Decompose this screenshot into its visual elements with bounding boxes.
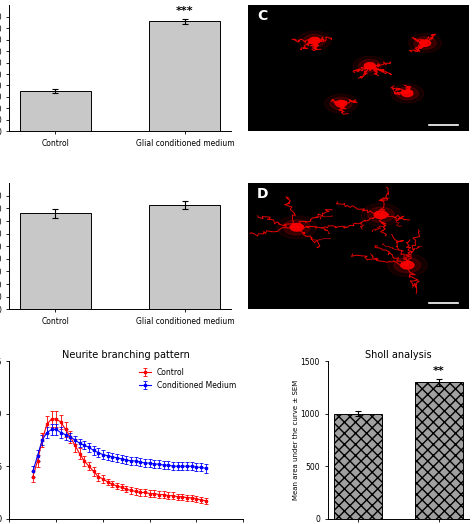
Polygon shape xyxy=(414,37,436,49)
Polygon shape xyxy=(391,84,424,103)
Polygon shape xyxy=(283,220,310,235)
Polygon shape xyxy=(309,37,320,43)
Title: Neurite branching pattern: Neurite branching pattern xyxy=(63,351,190,361)
Polygon shape xyxy=(298,31,331,50)
Polygon shape xyxy=(336,101,346,107)
Polygon shape xyxy=(394,258,420,272)
Polygon shape xyxy=(409,34,442,52)
Text: ***: *** xyxy=(176,6,194,16)
Text: D: D xyxy=(257,187,269,201)
Polygon shape xyxy=(365,62,375,69)
Polygon shape xyxy=(368,207,394,222)
Bar xyxy=(334,414,383,519)
Text: **: ** xyxy=(433,366,445,376)
Polygon shape xyxy=(303,34,326,47)
Polygon shape xyxy=(290,224,303,231)
Legend: Control, Conditioned Medium: Control, Conditioned Medium xyxy=(137,365,239,393)
Polygon shape xyxy=(401,261,414,269)
Bar xyxy=(19,91,91,132)
Polygon shape xyxy=(353,56,386,75)
Bar xyxy=(415,382,463,519)
Bar xyxy=(149,21,220,132)
Polygon shape xyxy=(325,94,357,113)
Polygon shape xyxy=(402,90,413,96)
Text: C: C xyxy=(257,9,267,23)
Polygon shape xyxy=(361,203,401,226)
Polygon shape xyxy=(419,40,430,46)
Title: Sholl analysis: Sholl analysis xyxy=(365,351,432,361)
Polygon shape xyxy=(330,97,352,110)
Polygon shape xyxy=(396,87,419,100)
Polygon shape xyxy=(359,59,381,72)
Bar xyxy=(149,205,220,309)
Polygon shape xyxy=(388,254,427,277)
Y-axis label: Mean area under the curve ± SEM: Mean area under the curve ± SEM xyxy=(293,380,299,500)
Bar xyxy=(19,213,91,309)
Polygon shape xyxy=(374,211,387,219)
Polygon shape xyxy=(277,216,317,238)
